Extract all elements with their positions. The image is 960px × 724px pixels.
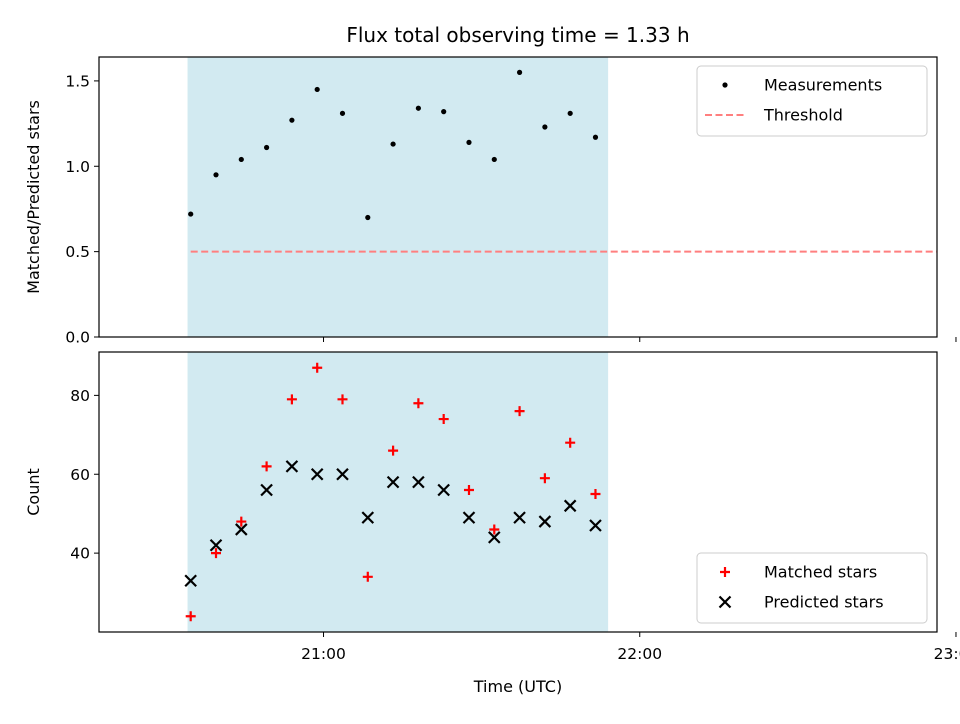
y-tick-label: 0.5	[65, 243, 90, 261]
measurements-point	[289, 117, 295, 123]
predicted-stars-point	[386, 475, 400, 489]
matched-stars-point	[489, 524, 500, 535]
matched-stars-point	[565, 437, 576, 448]
measurements-point	[542, 124, 548, 130]
panel-1: 0.0 0.5 1.0 1.5 Matched/Predicted stars Measu…	[24, 56, 957, 347]
series-group	[184, 362, 602, 622]
legend-label: Matched stars	[764, 563, 877, 582]
matched-stars-point	[539, 473, 550, 484]
y-tick-label: 0.0	[65, 329, 90, 347]
predicted-stars-point	[361, 511, 375, 524]
y-tick-label: 60	[70, 466, 90, 484]
measurements-point	[466, 139, 472, 145]
predicted-stars-point	[488, 531, 501, 544]
legend-handle	[718, 595, 732, 609]
matched-stars-point	[261, 461, 272, 472]
x-tick-label: 22:00	[617, 645, 662, 663]
legend-label: Measurements	[764, 76, 882, 95]
legend-label: Predicted stars	[764, 593, 884, 612]
axes-frame	[98, 351, 938, 633]
predicted-stars-point	[209, 538, 223, 552]
x-tick-label: 21:00	[301, 645, 346, 663]
x-tick-label: 23:00	[934, 645, 960, 663]
predicted-stars-point	[235, 523, 248, 536]
measurements-point	[441, 109, 447, 115]
measurements-point	[365, 214, 371, 221]
legend-label: Threshold	[763, 106, 843, 125]
measurements-point	[516, 69, 523, 75]
predicted-stars-point	[285, 460, 299, 473]
matched-stars-point	[211, 548, 222, 559]
matched-stars-point	[413, 398, 424, 409]
predicted-stars-point	[310, 467, 324, 481]
measurements-point	[567, 110, 573, 116]
measurements-point	[390, 141, 396, 147]
predicted-stars-point	[437, 483, 450, 497]
matched-stars-point	[388, 445, 399, 456]
matched-stars-point	[286, 394, 297, 405]
y-axis-label: Matched/Predicted stars	[24, 100, 43, 294]
y-tick-label: 1.0	[65, 158, 90, 176]
predicted-stars-point	[184, 574, 197, 588]
predicted-stars-point	[538, 515, 552, 528]
legend-handle	[720, 567, 730, 577]
predicted-stars-point	[589, 519, 602, 532]
matched-stars-point	[185, 611, 196, 622]
measurements-point	[314, 86, 320, 93]
measurements-point	[415, 105, 421, 111]
measurements-point	[339, 110, 346, 116]
matched-stars-point	[463, 485, 474, 496]
measurements-point	[213, 172, 219, 178]
y-tick-label: 1.5	[65, 72, 90, 90]
predicted-stars-point	[513, 511, 526, 524]
axes-frame	[98, 56, 938, 338]
matched-stars-point	[236, 516, 247, 527]
observing-span	[187, 57, 609, 337]
predicted-stars-point	[412, 475, 425, 489]
series-group	[188, 69, 937, 253]
matched-stars-point	[337, 394, 348, 405]
measurements-point	[592, 134, 599, 140]
y-axis-label: Count	[24, 468, 43, 516]
measurements-point	[238, 156, 244, 163]
plot-area: 0.0 0.5 1.0 1.5 Matched/Predicted stars Measu…	[24, 56, 960, 663]
legend-box	[696, 65, 928, 137]
measurements-point	[188, 211, 194, 217]
legend-box	[696, 552, 928, 624]
matched-stars-point	[362, 571, 373, 582]
matched-stars-point	[312, 362, 323, 373]
chart-title: Flux total observing time = 1.33 h	[346, 23, 689, 47]
legend-handle	[722, 82, 728, 88]
observing-span	[187, 352, 609, 632]
matched-stars-point	[438, 414, 449, 425]
matched-stars-point	[514, 406, 525, 417]
measurements-point	[491, 156, 497, 163]
y-tick-label: 40	[70, 545, 90, 563]
predicted-stars-point	[336, 467, 349, 481]
x-axis-label: Time (UTC)	[473, 677, 562, 696]
panel-2: 40608021:0022:0023:0000:0001:0002:00Coun…	[24, 351, 960, 663]
y-tick-label: 80	[70, 387, 90, 405]
matched-stars-point	[590, 488, 601, 499]
predicted-stars-point	[260, 483, 273, 497]
predicted-stars-point	[563, 499, 577, 513]
legend: Measurements Threshold	[696, 65, 928, 137]
legend: Matched stars Predicted stars	[696, 552, 928, 624]
measurements-point	[264, 144, 270, 151]
predicted-stars-point	[462, 511, 476, 524]
